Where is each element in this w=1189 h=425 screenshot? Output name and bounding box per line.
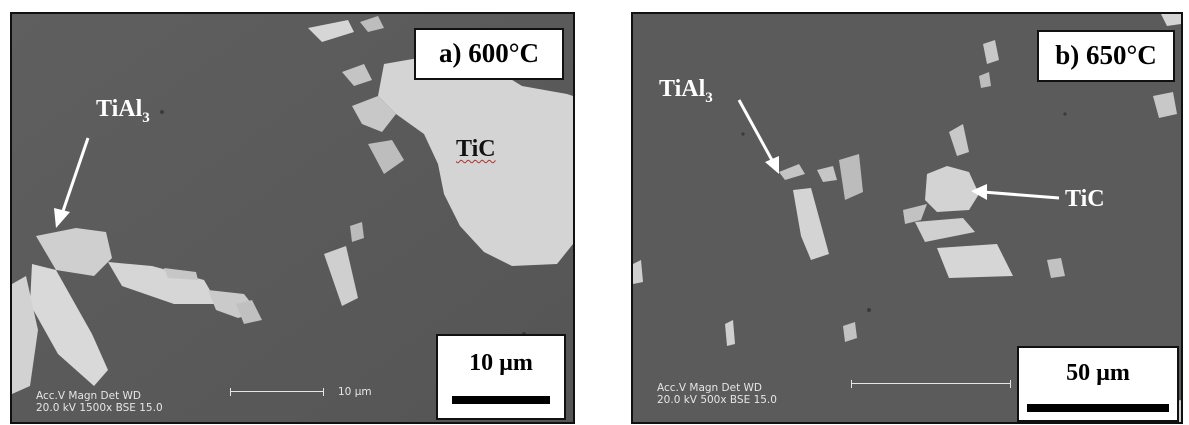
panel-label-b: b) 650°C — [1037, 30, 1175, 82]
instrument-scale-line-b — [851, 380, 1011, 388]
tic-annotation-b: TiC — [1065, 186, 1105, 212]
micrograph-panel-a: TiAl3 TiC a) 600°C 10 µm Acc.V Magn Det … — [10, 12, 575, 424]
instrument-values-a: 20.0 kV 1500x BSE 15.0 — [36, 402, 163, 414]
tial3-annotation-a: TiAl3 — [96, 96, 150, 126]
instrument-values-b: 20.0 kV 500x BSE 15.0 — [657, 394, 777, 406]
micrograph-panel-b: TiAl3 TiC b) 650°C 50 µm Acc.V Magn Det … — [631, 12, 1183, 424]
micrograph-image-b — [633, 14, 1181, 422]
scale-bar-b — [1027, 404, 1169, 412]
scale-bar-label-b: 50 µm — [1066, 360, 1130, 386]
instrument-header-b: Acc.V Magn Det WD — [657, 382, 763, 394]
panel-label-a: a) 600°C — [414, 28, 564, 80]
instrument-header-a: Acc.V Magn Det WD — [36, 390, 142, 402]
scale-bar-box-a: 10 µm — [436, 334, 566, 420]
scale-bar-box-b: 50 µm — [1017, 346, 1179, 422]
scale-bar-label-a: 10 µm — [469, 350, 533, 376]
tic-annotation-a: TiC — [456, 136, 496, 162]
instrument-scale-line-a — [230, 388, 324, 396]
scale-bar-a — [452, 396, 550, 404]
instrument-scale-label-a: 10 µm — [338, 386, 372, 398]
tial3-annotation-b: TiAl3 — [659, 76, 713, 106]
micrograph-image-a — [12, 14, 573, 422]
